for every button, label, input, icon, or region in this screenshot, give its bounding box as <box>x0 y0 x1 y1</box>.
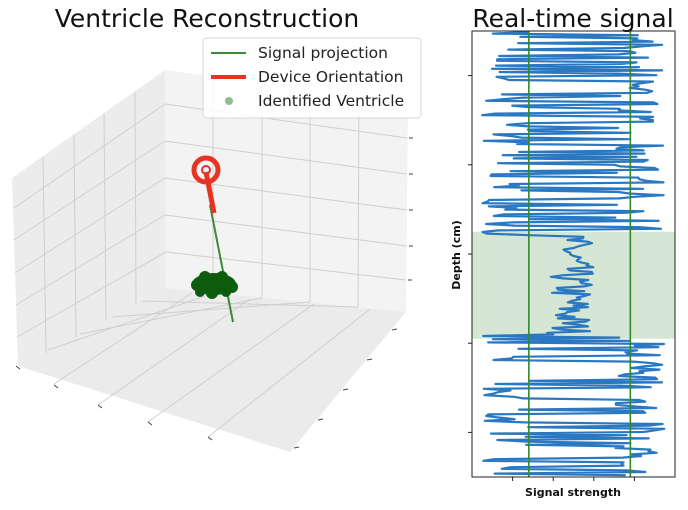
vline-layer <box>528 31 632 477</box>
signal-projection-line <box>209 204 234 323</box>
ventricle-3d-plot: Signal projection Device Orientation Ide… <box>12 4 422 452</box>
left-pane <box>12 70 166 366</box>
realtime-signal-plot: Real-time signal Signal strength Depth (… <box>450 4 676 499</box>
legend-device-orientation: Device Orientation <box>258 68 403 86</box>
tick-layer <box>468 75 635 481</box>
floor-pane <box>18 288 406 452</box>
y-axis-label: Depth (cm) <box>450 220 463 289</box>
legend-signal-projection: Signal projection <box>258 44 388 62</box>
device-marker-outer <box>191 155 221 185</box>
signal-trace <box>481 30 666 477</box>
legend-dot-ventricle <box>225 97 233 105</box>
device-orientation-line <box>203 171 217 214</box>
back-pane <box>165 70 408 312</box>
highlight-band <box>472 231 675 339</box>
signal-layer <box>481 30 666 477</box>
right-chart-title: Real-time signal <box>472 4 673 33</box>
tick-marks <box>15 137 413 449</box>
identified-ventricle <box>191 271 238 299</box>
device-marker-inner <box>201 165 211 175</box>
left-chart-title: Ventricle Reconstruction <box>55 4 360 33</box>
legend: Signal projection Device Orientation Ide… <box>202 37 422 119</box>
legend-identified-ventricle: Identified Ventricle <box>258 92 404 110</box>
x-axis-label: Signal strength <box>525 486 621 499</box>
